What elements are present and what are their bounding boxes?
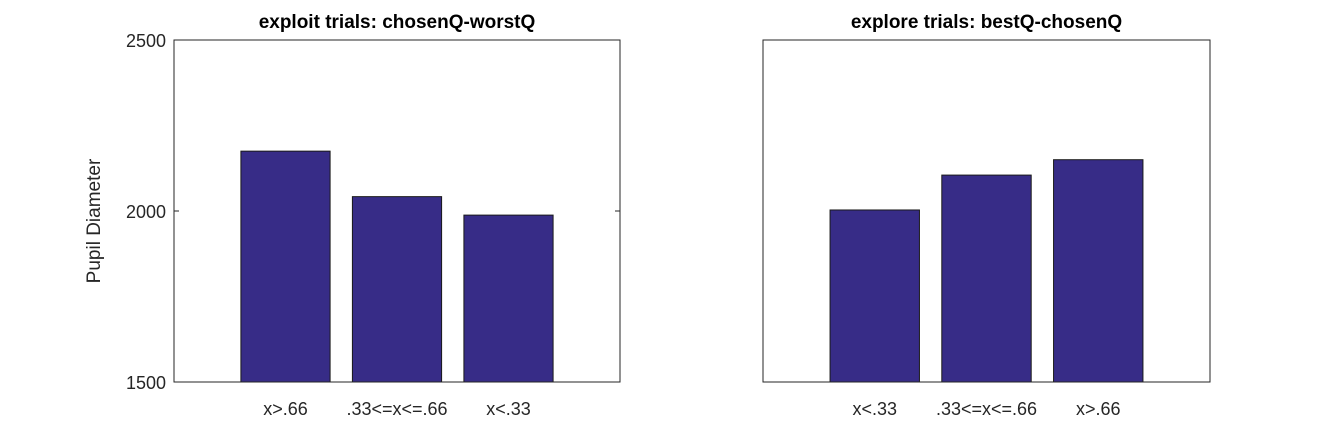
- x-tick-label-2: x>.66: [1076, 399, 1121, 419]
- x-tick-label-1: .33<=x<=.66: [346, 399, 447, 419]
- chart-panel-exploit: x>.66 .33<=x<=.66 x<.33 1500 2000 2500 exploit…: [84, 12, 621, 419]
- plot-frame: [762, 39, 1211, 383]
- x-tick-label-1: .33<=x<=.66: [936, 399, 1037, 419]
- x-tick-label-0: x<.33: [852, 399, 897, 419]
- bar-0: [240, 150, 331, 383]
- y-tick-label-0: 1500: [126, 373, 166, 393]
- y-tick-label-2: 2500: [126, 31, 166, 51]
- bar-2: [463, 214, 554, 383]
- chart-title: exploit trials: chosenQ-worstQ: [259, 12, 536, 33]
- bar-2: [1053, 159, 1144, 383]
- y-axis-label: Pupil Diameter: [84, 158, 105, 283]
- chart-title: explore trials: bestQ-chosenQ: [851, 12, 1122, 33]
- bar-1: [941, 174, 1032, 383]
- y-tick-label-1: 2000: [126, 202, 166, 222]
- bar-1: [351, 196, 443, 383]
- bar-0: [829, 209, 920, 383]
- x-tick-label-0: x>.66: [263, 399, 308, 419]
- chart-panel-explore: x<.33 .33<=x<=.66 x>.66 explore trials: bes…: [762, 12, 1211, 419]
- x-tick-label-2: x<.33: [486, 399, 531, 419]
